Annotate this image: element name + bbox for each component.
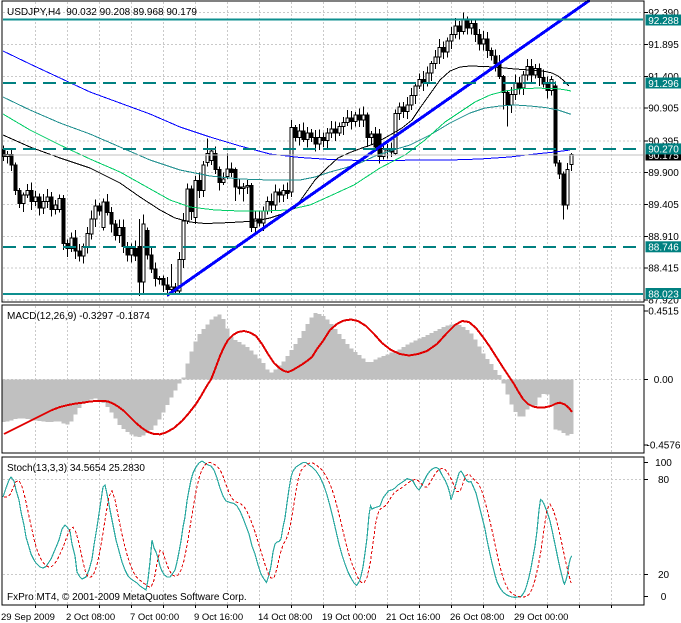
svg-text:29 Sep 2009: 29 Sep 2009 xyxy=(1,612,55,623)
svg-text:Stoch(13,3,3) 34.5654 25.2830: Stoch(13,3,3) 34.5654 25.2830 xyxy=(7,463,145,474)
svg-text:29 Oct 00:00: 29 Oct 00:00 xyxy=(514,612,568,623)
svg-text:100: 100 xyxy=(655,458,672,469)
svg-text:90.905: 90.905 xyxy=(648,104,679,115)
svg-text:14 Oct 08:00: 14 Oct 08:00 xyxy=(258,612,312,623)
svg-text:89.405: 89.405 xyxy=(648,200,679,211)
svg-text:91.296: 91.296 xyxy=(648,79,679,90)
svg-text:87.920: 87.920 xyxy=(648,295,679,306)
svg-text:88.910: 88.910 xyxy=(648,232,679,243)
svg-text:2 Oct 08:00: 2 Oct 08:00 xyxy=(66,612,115,623)
svg-text:88.023: 88.023 xyxy=(648,289,679,300)
svg-text:26 Oct 08:00: 26 Oct 08:00 xyxy=(450,612,504,623)
svg-text:88.415: 88.415 xyxy=(648,264,679,275)
svg-text:89.900: 89.900 xyxy=(648,168,679,179)
svg-text:19 Oct 00:00: 19 Oct 00:00 xyxy=(322,612,376,623)
svg-text:USDJPY,H4 90.032 90.208 89.96: USDJPY,H4 90.032 90.208 89.968 90.179 xyxy=(7,7,197,18)
svg-text:0.00: 0.00 xyxy=(654,375,674,386)
svg-text:90.395: 90.395 xyxy=(648,136,679,147)
svg-text:88.746: 88.746 xyxy=(648,243,679,254)
svg-text:0: 0 xyxy=(661,592,667,603)
svg-text:20: 20 xyxy=(658,570,670,581)
svg-text:21 Oct 16:00: 21 Oct 16:00 xyxy=(386,612,440,623)
svg-text:90.270: 90.270 xyxy=(648,145,679,156)
svg-text:MACD(12,26,9) -0.3297 -0.1874: MACD(12,26,9) -0.3297 -0.1874 xyxy=(7,311,150,322)
svg-text:91.895: 91.895 xyxy=(648,40,679,51)
svg-text:FxPro MT4, © 2001-2009 MetaQuo: FxPro MT4, © 2001-2009 MetaQuotes Softwa… xyxy=(7,592,247,603)
svg-text:9 Oct 16:00: 9 Oct 16:00 xyxy=(194,612,243,623)
svg-text:91.400: 91.400 xyxy=(648,72,679,83)
svg-text:80: 80 xyxy=(658,475,670,486)
svg-text:90.175: 90.175 xyxy=(648,151,679,162)
svg-text:92.288: 92.288 xyxy=(648,16,679,27)
svg-text:-0.4576: -0.4576 xyxy=(647,441,681,452)
svg-text:0.4515: 0.4515 xyxy=(648,307,679,318)
svg-text:92.390: 92.390 xyxy=(648,8,679,19)
svg-text:7 Oct 00:00: 7 Oct 00:00 xyxy=(130,612,179,623)
